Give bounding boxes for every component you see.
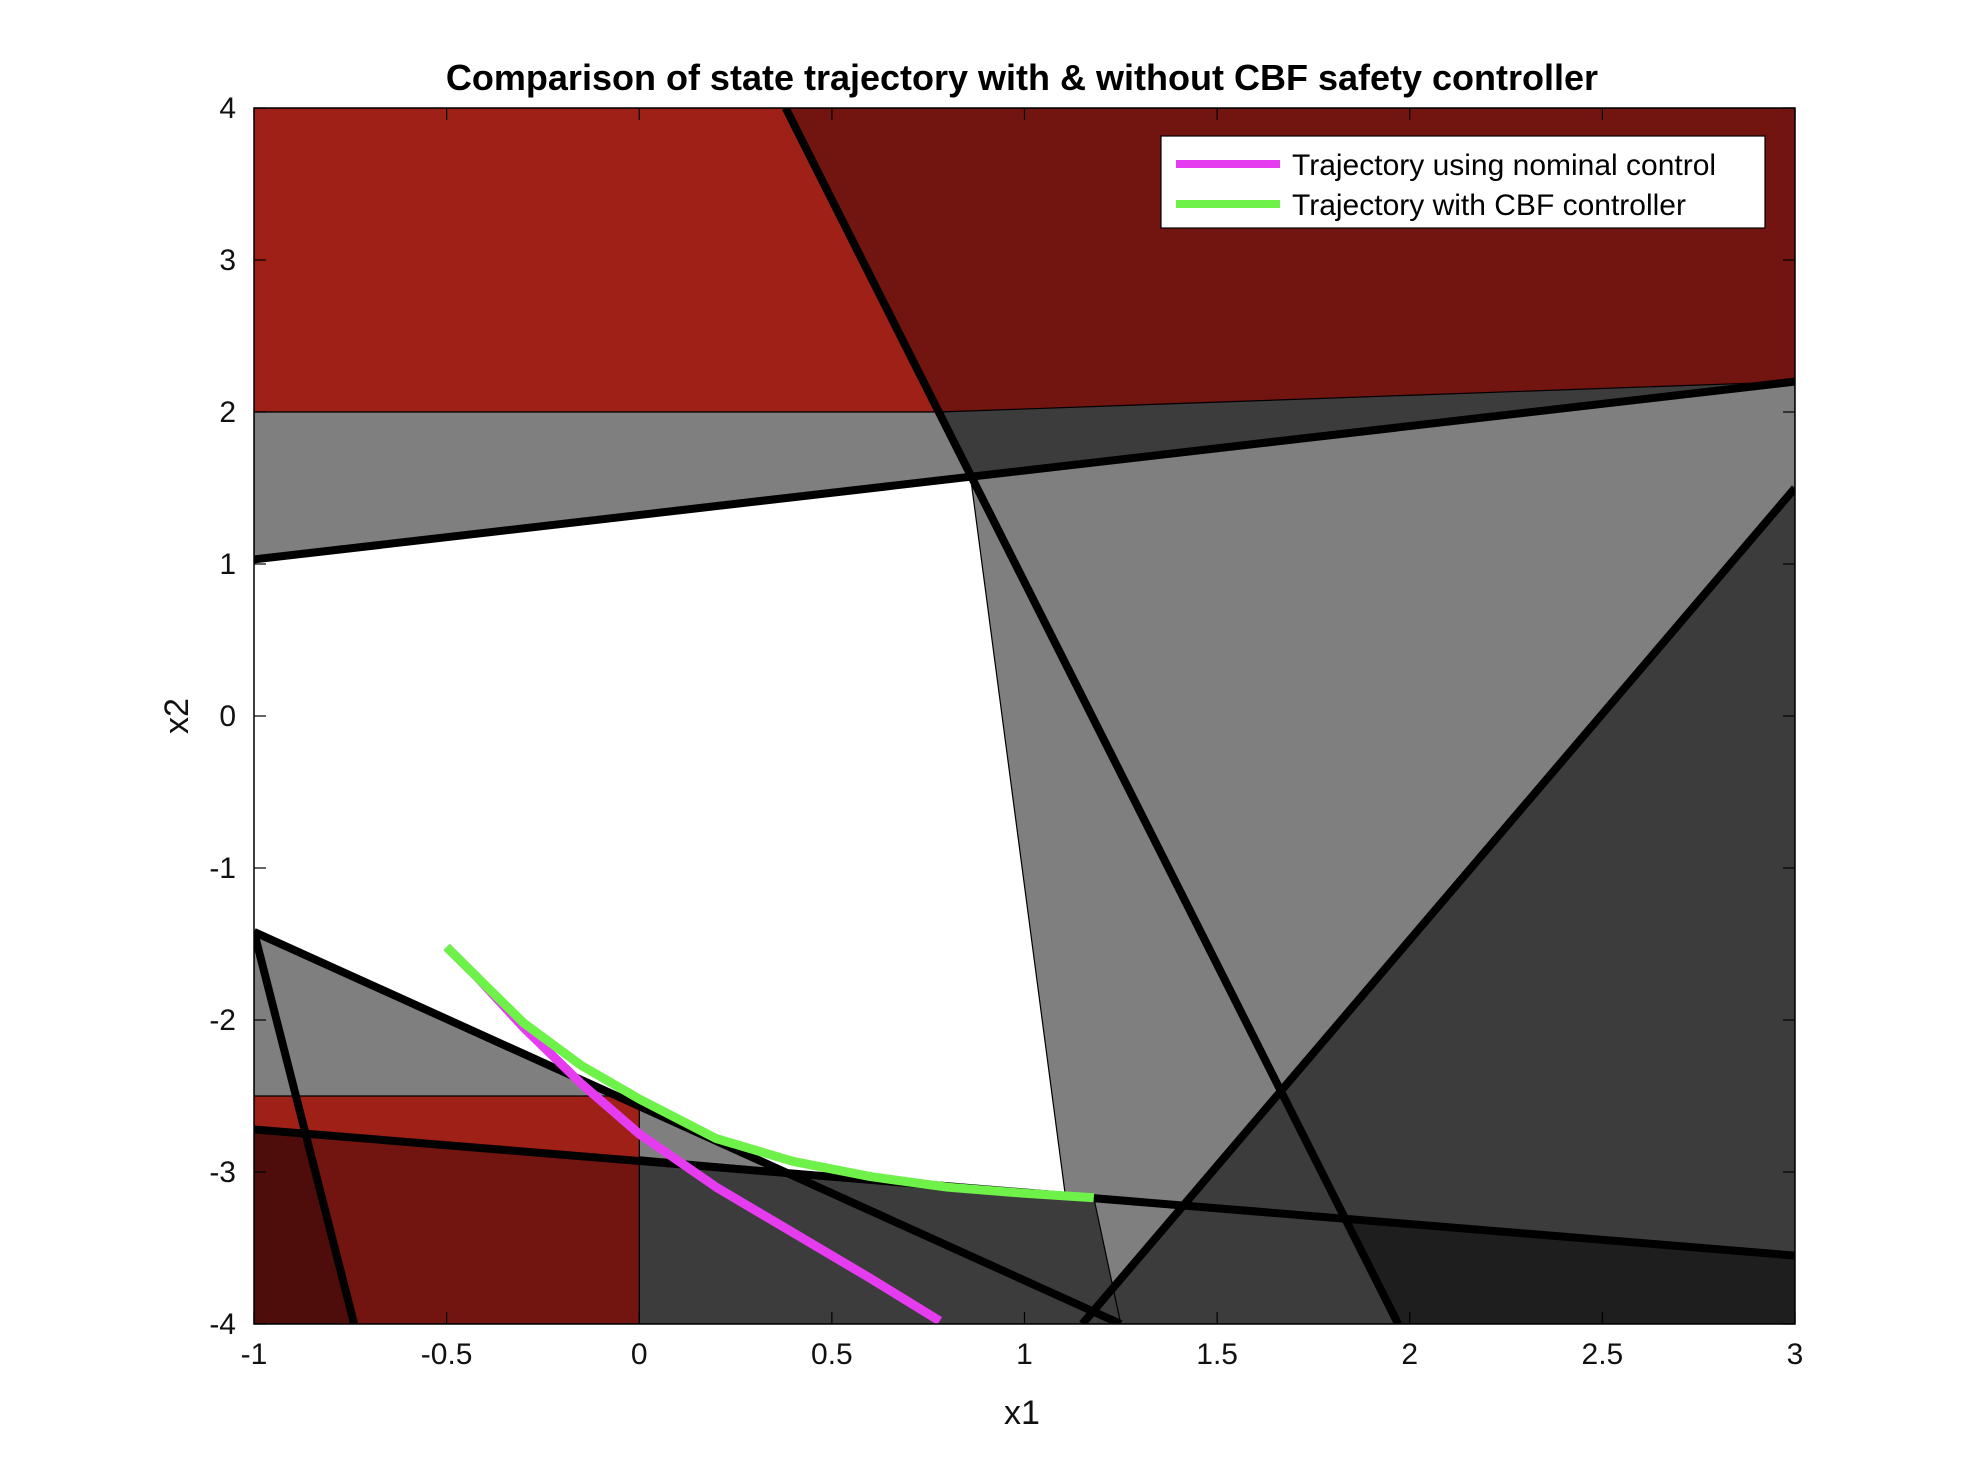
legend-label-nominal: Trajectory using nominal control [1292, 149, 1716, 182]
x-tick-label: 2 [1401, 1338, 1418, 1371]
x-tick-label: 3 [1787, 1338, 1804, 1371]
x-tick-label: 2.5 [1582, 1338, 1624, 1371]
x-tick-label: 0.5 [811, 1338, 853, 1371]
y-tick-label: 0 [219, 700, 236, 733]
y-tick-label: -1 [209, 852, 236, 885]
y-tick-label: -2 [209, 1004, 236, 1037]
y-tick-label: 3 [219, 244, 236, 277]
y-tick-label: 4 [219, 92, 236, 125]
y-tick-label: 1 [219, 548, 236, 581]
x-axis-ticks: -1 -0.5 0 0.5 1 1.5 2 2.5 3 [241, 108, 1804, 1371]
legend-box [1160, 135, 1766, 229]
boundary-line-e [254, 930, 359, 1324]
trajectories [443, 943, 1095, 1324]
x-tick-label: -0.5 [421, 1338, 473, 1371]
y-axis-ticks: -4 -3 -2 -1 0 1 2 3 4 [209, 92, 1795, 1341]
y-tick-label: -3 [209, 1156, 236, 1189]
y-axis-label: x2 [158, 698, 196, 734]
trajectory-cbf [443, 943, 1095, 1203]
boundary-line-c [1079, 485, 1795, 1324]
x-tick-label: 0 [631, 1338, 648, 1371]
x-tick-label: 1 [1016, 1338, 1033, 1371]
x-tick-label: 1.5 [1196, 1338, 1238, 1371]
boundary-line-b [782, 108, 1402, 1324]
legend: Trajectory using nominal control Traject… [1160, 135, 1766, 229]
y-tick-label: -4 [209, 1308, 236, 1341]
x-axis-label: x1 [1004, 1394, 1040, 1432]
boundary-line-a [254, 377, 1795, 564]
y-tick-label: 2 [219, 396, 236, 429]
x-tick-label: -1 [241, 1338, 268, 1371]
chart-title: Comparison of state trajectory with & wi… [446, 57, 1598, 98]
legend-label-cbf: Trajectory with CBF controller [1292, 189, 1686, 222]
